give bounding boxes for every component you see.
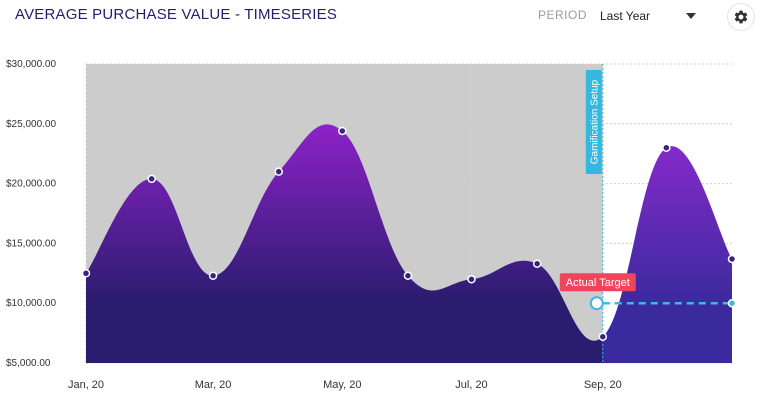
x-tick-label: Jan, 20	[68, 379, 104, 391]
period-label: PERIOD	[538, 8, 588, 22]
data-point[interactable]	[208, 271, 218, 280]
gamification-setup-badge: Gamification Setup	[585, 70, 602, 174]
data-point[interactable]	[467, 275, 476, 284]
x-tick-label: Jul, 20	[455, 379, 487, 391]
x-tick-label: Sep, 20	[584, 379, 622, 391]
data-point[interactable]	[532, 259, 542, 268]
target-start-point[interactable]	[589, 296, 604, 311]
y-tick-label: $15,000.00	[6, 238, 56, 249]
y-tick-label: $30,000.00	[6, 59, 56, 70]
data-point[interactable]	[81, 269, 91, 278]
data-point[interactable]	[662, 143, 671, 152]
gear-icon	[734, 10, 748, 24]
period-dropdown[interactable]: Last Year	[600, 6, 700, 26]
y-tick-label: $25,000.00	[6, 119, 56, 130]
gamification-setup-label: Gamification Setup	[589, 79, 600, 164]
area-series-historical	[86, 124, 603, 363]
area-series-post-setup	[602, 146, 732, 363]
page-title: AVERAGE PURCHASE VALUE - TIMESERIES	[15, 6, 338, 23]
settings-button[interactable]	[727, 3, 755, 31]
actual-target-badge: Actual Target	[559, 273, 636, 292]
y-tick-label: $10,000.00	[6, 298, 56, 309]
x-tick-label: Mar, 20	[195, 379, 232, 391]
data-point[interactable]	[727, 254, 737, 264]
data-point[interactable]	[403, 271, 413, 280]
x-axis-ticks: Jan, 20 Mar, 20 May, 20 Jul, 20 Sep, 20	[68, 379, 622, 391]
data-point[interactable]	[338, 126, 347, 136]
data-point[interactable]	[598, 332, 608, 341]
data-points	[81, 126, 737, 341]
data-point[interactable]	[147, 174, 156, 184]
y-axis-ticks: $5,000.00 $10,000.00 $15,000.00 $20,000.00 $…	[6, 59, 56, 369]
x-tick-label: May, 20	[323, 379, 361, 391]
actual-target-label: Actual Target	[566, 277, 630, 289]
period-selected-value: Last Year	[600, 9, 651, 23]
data-point[interactable]	[274, 167, 283, 176]
target-end-point[interactable]	[727, 298, 737, 308]
chevron-down-icon	[686, 13, 696, 19]
y-tick-label: $5,000.00	[6, 358, 51, 369]
y-tick-label: $20,000.00	[6, 179, 56, 190]
